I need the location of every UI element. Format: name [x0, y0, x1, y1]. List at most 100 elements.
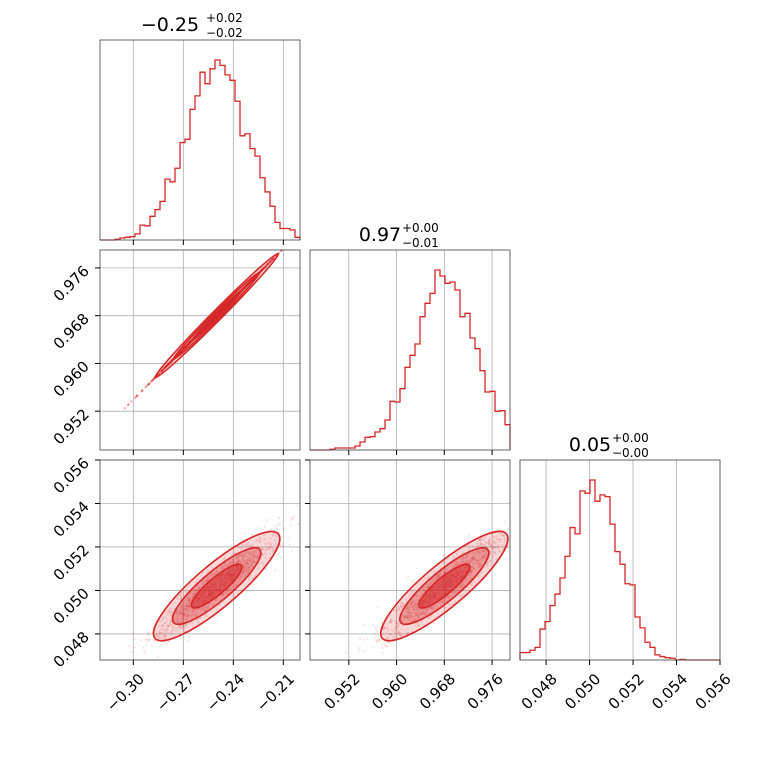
sample-point: [166, 364, 169, 367]
sample-point: [267, 262, 270, 265]
sample-point: [247, 282, 250, 285]
sample-point: [278, 522, 282, 526]
sample-point: [376, 606, 379, 609]
sample-point: [248, 281, 251, 284]
sample-point: [157, 372, 160, 376]
sample-point: [268, 260, 272, 264]
sample-point: [251, 278, 254, 281]
y-tick-label: 0.052: [50, 541, 93, 584]
sample-point: [160, 369, 164, 372]
sample-point: [249, 279, 253, 283]
sample-point: [363, 623, 366, 627]
sample-point: [244, 285, 248, 288]
sample-point: [249, 280, 252, 283]
sample-point: [240, 538, 244, 542]
sample-point: [268, 260, 272, 264]
sample-point: [189, 340, 192, 344]
sample-point: [290, 518, 294, 521]
sample-point: [245, 283, 249, 287]
sample-point: [245, 283, 249, 287]
sample-point: [245, 284, 249, 287]
sample-point: [170, 360, 173, 363]
sample-point: [187, 342, 190, 345]
sample-point: [375, 629, 378, 633]
sample-point: [156, 655, 160, 659]
sample-point: [165, 364, 168, 368]
sample-point: [188, 341, 192, 344]
sample-point: [277, 553, 280, 556]
panel-frame: [99, 249, 301, 451]
sample-point: [183, 346, 186, 349]
sample-point: [164, 365, 167, 369]
sample-point: [260, 268, 264, 272]
sample-point: [249, 279, 253, 283]
sample-point: [179, 350, 183, 353]
sample-point: [123, 406, 126, 410]
sample-point: [134, 638, 137, 641]
sample-point: [183, 346, 186, 350]
sample-point: [177, 352, 180, 356]
x-tick-label: 0.968: [416, 670, 459, 713]
sample-point: [506, 529, 509, 532]
sample-point: [183, 346, 186, 350]
sample-point: [263, 525, 267, 529]
sample-point: [253, 276, 256, 279]
sample-point: [183, 346, 187, 349]
sample-point: [293, 515, 296, 518]
x-tick-label: 0.056: [692, 670, 735, 713]
sample-point: [163, 366, 167, 369]
sample-point: [247, 282, 251, 285]
sample-point: [252, 277, 255, 281]
sample-point: [144, 638, 148, 642]
y-tick-label: 0.960: [50, 358, 93, 401]
sample-point: [164, 366, 167, 369]
sample-point: [504, 558, 508, 561]
sample-point: [167, 363, 170, 366]
sample-point: [248, 281, 252, 284]
param-title-0: −0.25: [141, 14, 199, 36]
sample-point: [168, 361, 171, 365]
sample-point: [146, 383, 150, 386]
sample-point: [189, 576, 192, 580]
sample-point: [186, 344, 189, 347]
sample-point: [179, 350, 183, 353]
sample-point: [170, 359, 174, 362]
sample-point: [145, 644, 148, 647]
sample-point: [265, 264, 268, 267]
sample-point: [358, 649, 361, 653]
x-tick-label: 0.052: [605, 670, 648, 713]
y-tick-label: 0.054: [50, 498, 93, 541]
sample-point: [503, 520, 507, 523]
sample-point: [141, 389, 144, 392]
sample-point: [252, 583, 255, 586]
sample-point: [251, 277, 255, 281]
sample-point: [186, 639, 190, 642]
sample-point: [281, 545, 284, 548]
sample-point: [264, 265, 267, 268]
sample-point: [264, 265, 267, 268]
sample-point: [244, 285, 247, 288]
sample-point: [181, 348, 185, 351]
sample-point: [243, 285, 247, 289]
sample-point: [251, 278, 254, 281]
sample-point: [189, 340, 192, 344]
sample-point: [169, 360, 172, 364]
sample-point: [135, 394, 139, 398]
sample-point: [254, 275, 257, 279]
sample-point: [187, 343, 190, 346]
sample-point: [180, 349, 183, 353]
sample-point: [145, 385, 148, 388]
sample-point: [248, 281, 252, 284]
title-minus-1: −0.01: [402, 236, 439, 250]
sample-point: [168, 361, 172, 364]
sample-point: [183, 346, 186, 350]
sample-point: [250, 533, 254, 536]
sample-point: [184, 345, 187, 349]
y-tick-label: 0.952: [50, 405, 93, 448]
sample-point: [168, 361, 172, 364]
sample-point: [242, 287, 245, 290]
sample-point: [131, 632, 134, 636]
sample-point: [375, 640, 379, 643]
sample-point: [130, 400, 133, 403]
sample-point: [267, 262, 270, 265]
